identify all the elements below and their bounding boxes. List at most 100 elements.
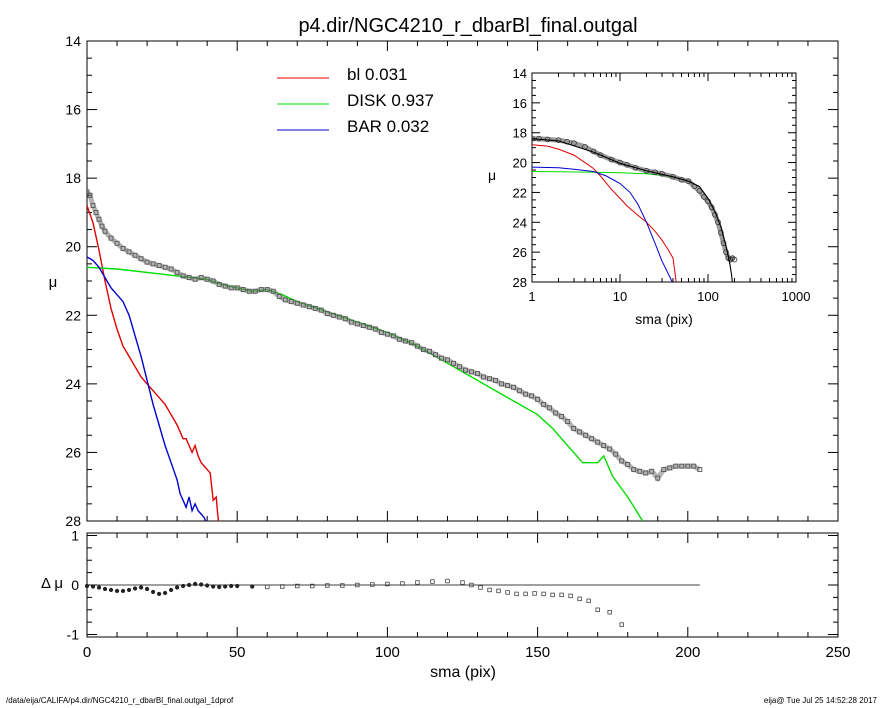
residual-point — [280, 584, 285, 589]
data-point — [366, 324, 372, 330]
residual-point — [577, 596, 582, 602]
data-point — [433, 352, 438, 358]
data-point — [451, 360, 456, 366]
y-tick-label: 20 — [65, 239, 81, 255]
residual-point — [355, 582, 360, 588]
data-point — [180, 273, 186, 279]
data-point — [246, 288, 252, 294]
data-point — [120, 245, 126, 251]
y-tick-label: 24 — [65, 376, 81, 392]
y-tick-label: 18 — [65, 170, 81, 186]
data-point — [87, 189, 90, 195]
x-axis-label: sma (pix) — [430, 664, 496, 681]
residual-point — [496, 588, 501, 594]
inset-data-point — [608, 156, 615, 163]
data-point — [318, 307, 324, 313]
residual-point — [163, 590, 168, 596]
residual-point — [217, 584, 222, 590]
data-point — [523, 391, 529, 397]
data-point — [384, 331, 390, 337]
residual-point — [550, 592, 555, 598]
residual-point — [400, 581, 405, 586]
data-point — [565, 419, 571, 425]
inset-y-axis-label: μ — [488, 167, 496, 183]
residual-point — [478, 585, 483, 590]
residual-point — [156, 591, 162, 597]
inset-data-point — [696, 188, 703, 194]
inset-bar-line — [532, 166, 673, 282]
inset-data-point — [597, 152, 604, 158]
data-point — [607, 446, 613, 452]
residual-point — [132, 586, 138, 591]
residual-point — [559, 592, 564, 598]
data-point — [336, 314, 342, 320]
data-point — [493, 377, 498, 383]
residual-point — [108, 587, 114, 593]
data-point — [162, 264, 168, 270]
data-point — [174, 269, 180, 275]
residual-point — [310, 583, 315, 589]
chart-title: p4.dir/NGC4210_r_dbarBl_final.outgal — [298, 15, 637, 37]
data-point — [427, 348, 432, 354]
data-point — [93, 209, 99, 215]
data-point — [577, 429, 583, 435]
residual-y-axis-label: Δ μ — [41, 575, 63, 592]
residual-point — [370, 582, 375, 587]
y-tick-label: 16 — [65, 102, 81, 118]
data-point — [288, 299, 294, 305]
disk-series-line — [87, 266, 644, 521]
data-point — [583, 432, 589, 438]
inset-data-point — [718, 229, 724, 236]
residual-point — [138, 585, 144, 590]
data-point — [252, 288, 258, 294]
data-point — [108, 235, 114, 241]
residual-point — [487, 587, 492, 593]
data-point — [354, 321, 360, 327]
data-point — [312, 305, 318, 311]
residual-point — [199, 582, 204, 587]
residual-point — [514, 591, 519, 597]
residual-point — [229, 583, 234, 589]
data-point — [511, 384, 517, 390]
data-point — [439, 355, 444, 361]
data-point — [619, 458, 625, 464]
data-point — [402, 338, 408, 344]
data-point — [270, 288, 276, 294]
residual-point — [120, 588, 126, 594]
main-plot: 14 16 18 20 22 24 26 28 μ — [49, 33, 839, 529]
data-point — [631, 467, 637, 473]
data-point — [300, 302, 306, 308]
data-point — [571, 425, 577, 431]
data-point — [637, 468, 643, 474]
data-point — [186, 275, 192, 281]
residual-point — [126, 587, 132, 593]
data-point — [276, 293, 282, 299]
data-point — [445, 357, 450, 363]
data-point — [282, 297, 288, 303]
residual-point — [325, 583, 330, 588]
residual-point — [430, 579, 435, 584]
residual-point — [541, 591, 546, 597]
data-point — [589, 436, 595, 442]
residual-point — [445, 578, 450, 584]
data-point — [595, 439, 601, 445]
inset-x-tick-label: 1000 — [782, 289, 811, 304]
inset-y-tick-label: 26 — [513, 245, 527, 260]
data-point — [210, 278, 216, 284]
data-point — [378, 329, 384, 335]
residual-point — [187, 582, 192, 588]
y-axis-label: μ — [49, 274, 58, 291]
data-point — [420, 347, 426, 353]
data-point — [529, 393, 535, 399]
data-point — [372, 326, 378, 332]
inset-x-tick-label: 10 — [613, 289, 627, 304]
residual-y-tick-label: 1 — [71, 527, 79, 543]
data-point — [697, 467, 703, 473]
bl-series-line — [87, 205, 220, 521]
residual-point — [193, 581, 198, 587]
residual-point — [223, 584, 228, 589]
legend-entry-bl: bl 0.031 — [347, 65, 408, 84]
residual-point — [607, 610, 612, 615]
